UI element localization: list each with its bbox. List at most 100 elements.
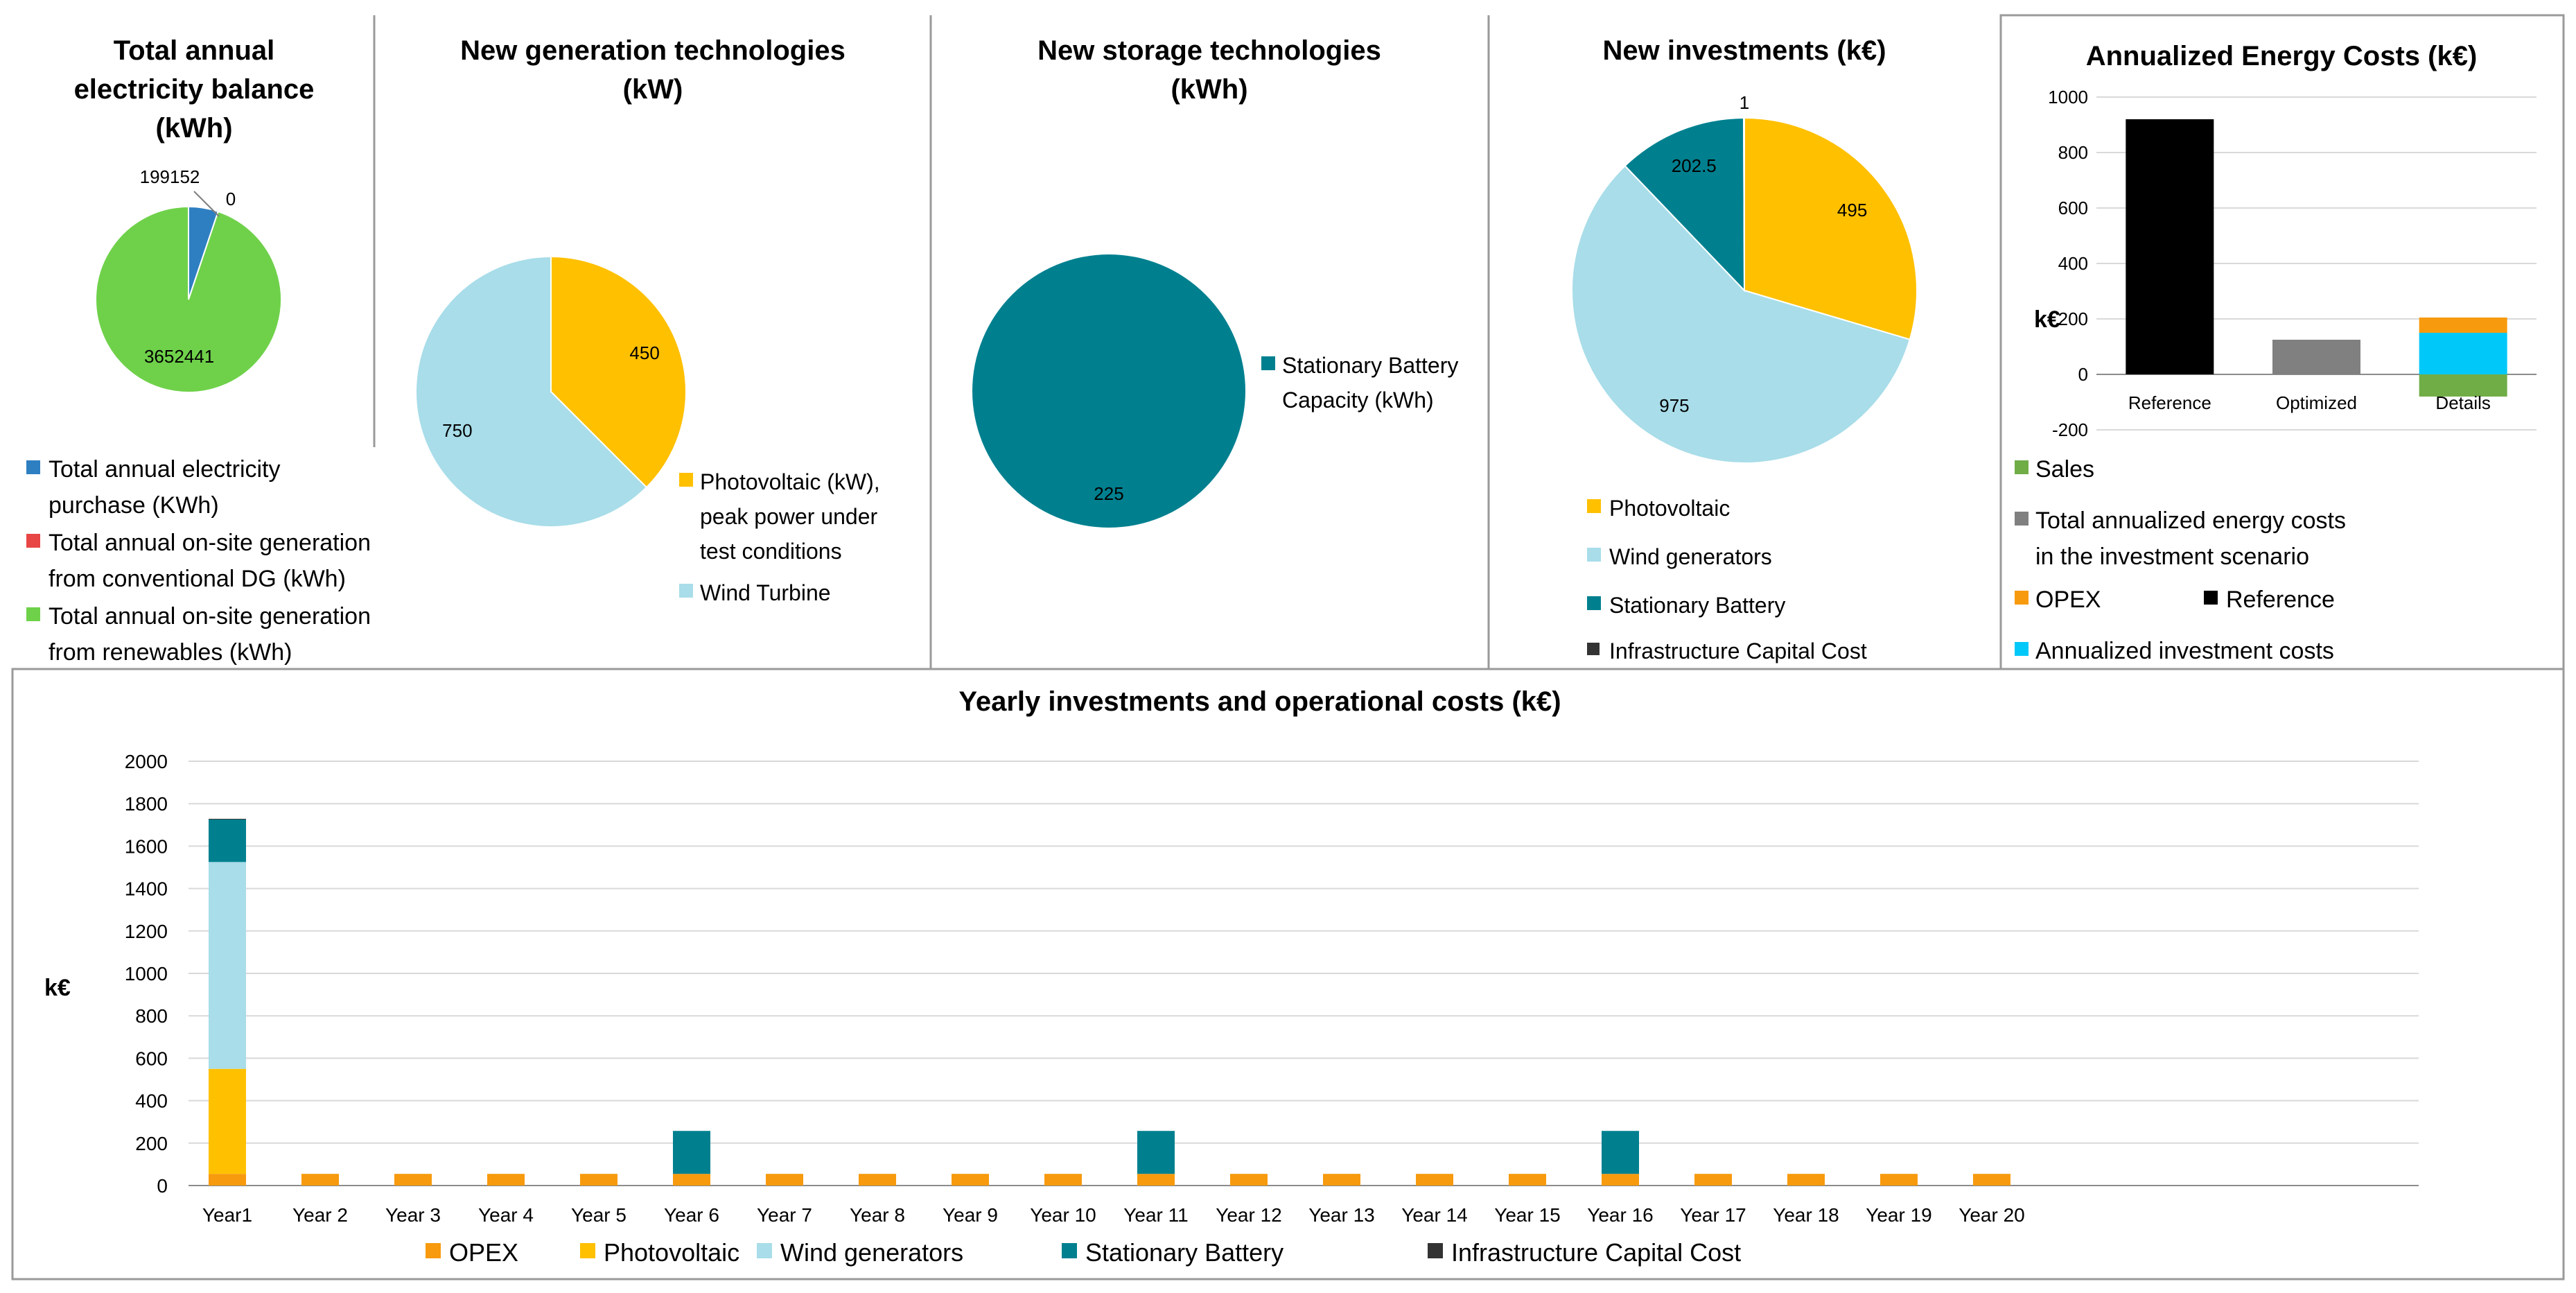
balance-title-line: Total annual bbox=[114, 35, 275, 66]
annualized-y-tick: 200 bbox=[2058, 309, 2088, 329]
annualized-legend-swatch bbox=[2204, 591, 2218, 605]
balance-legend-item: Total annual on-site generation from conv… bbox=[26, 530, 371, 592]
yearly-legend: OPEX Photovoltaic Wind generators Stationar… bbox=[426, 1238, 1741, 1267]
investments-data-label: 1 bbox=[1740, 92, 1749, 113]
investments-slice-stationary-battery bbox=[1624, 116, 1746, 293]
annualized-legend-label: Total annualized energy costs bbox=[2035, 507, 2346, 534]
yearly-x-tick: Year 17 bbox=[1680, 1204, 1746, 1226]
yearly-x-tick: Year 6 bbox=[664, 1204, 719, 1226]
yearly-legend-swatch bbox=[580, 1243, 595, 1258]
yearly-y-tick: 0 bbox=[157, 1175, 168, 1197]
generation-legend: Photovoltaic (kW), peak power under test c… bbox=[679, 469, 880, 605]
yearly-x-tick: Year 9 bbox=[943, 1204, 998, 1226]
investments-legend-item: Wind generators bbox=[1587, 544, 1772, 569]
investments-data-label: 202.5 bbox=[1672, 155, 1717, 176]
investments-legend-item: Photovoltaic bbox=[1587, 496, 1730, 521]
investments-legend-swatch bbox=[1587, 596, 1601, 610]
storage-legend: Stationary Battery Capacity (kWh) bbox=[1261, 353, 1458, 413]
investments-legend-swatch bbox=[1587, 499, 1601, 513]
annualized-bar-chart: -200 0 200 400 600 800 1000 k€ Reference Optimize… bbox=[2034, 87, 2536, 440]
generation-legend-swatch bbox=[679, 473, 693, 487]
investments-legend-label: Photovoltaic bbox=[1609, 496, 1730, 521]
annualized-y-tick: -200 bbox=[2052, 419, 2088, 440]
investments-title: New investments (k€) bbox=[1602, 35, 1886, 66]
generation-legend-item: Wind Turbine bbox=[679, 580, 831, 605]
yearly-x-tick: Year 5 bbox=[571, 1204, 627, 1226]
storage-title-line: New storage technologies bbox=[1037, 35, 1381, 66]
yearly-x-tick: Year1 bbox=[202, 1204, 252, 1226]
generation-data-label: 450 bbox=[629, 342, 659, 363]
yearly-bar-12-opex bbox=[1230, 1174, 1268, 1186]
balance-legend-swatch bbox=[26, 534, 40, 548]
yearly-x-tick: Year 15 bbox=[1494, 1204, 1561, 1226]
annualized-y-tick: 400 bbox=[2058, 253, 2088, 274]
balance-legend-item: Total annual electricity purchase (KWh) bbox=[26, 456, 281, 519]
yearly-x-tick: Year 8 bbox=[850, 1204, 905, 1226]
generation-data-label: 750 bbox=[442, 420, 472, 441]
yearly-legend-item: Photovoltaic bbox=[580, 1238, 739, 1267]
yearly-x-tick: Year 4 bbox=[478, 1204, 534, 1226]
annualized-title: Annualized Energy Costs (k€) bbox=[2086, 41, 2478, 71]
yearly-legend-item: Infrastructure Capital Cost bbox=[1428, 1238, 1741, 1267]
balance-slice-total-annual-on-site-generation-from-renewables-kwh bbox=[95, 205, 282, 393]
storage-pie: 225 bbox=[972, 254, 1245, 528]
annualized-legend-swatch bbox=[2015, 591, 2029, 605]
generation-title: New generation technologies (kW) bbox=[460, 35, 845, 105]
yearly-bar-13-opex bbox=[1323, 1174, 1360, 1186]
annualized-legend-label: in the investment scenario bbox=[2035, 544, 2309, 570]
investments-legend: Photovoltaic Wind generators Stationary Ba… bbox=[1587, 496, 1867, 663]
annualized-y-tick: 800 bbox=[2058, 142, 2088, 163]
balance-legend-label: from conventional DG (kWh) bbox=[49, 566, 346, 592]
yearly-legend-label: Stationary Battery bbox=[1085, 1238, 1283, 1267]
generation-legend-label: peak power under bbox=[700, 504, 878, 529]
yearly-legend-label: Photovoltaic bbox=[604, 1238, 739, 1267]
annualized-legend-label: Annualized investment costs bbox=[2035, 638, 2334, 664]
yearly-bar-18-opex bbox=[1787, 1174, 1825, 1186]
generation-legend-label: Wind Turbine bbox=[700, 580, 831, 605]
yearly-bar-1-wind bbox=[209, 862, 246, 1069]
generation-title-line: (kW) bbox=[623, 74, 683, 105]
generation-legend-label: test conditions bbox=[700, 539, 842, 564]
investments-legend-swatch bbox=[1587, 643, 1600, 655]
annualized-y-tick: 1000 bbox=[2048, 87, 2088, 107]
annualized-legend-item: Total annualized energy costs in the inv… bbox=[2015, 507, 2346, 570]
storage-title-line: (kWh) bbox=[1171, 74, 1247, 105]
annualized-legend-label: Reference bbox=[2226, 587, 2335, 613]
investments-data-label: 975 bbox=[1659, 395, 1689, 416]
investments-legend-label: Infrastructure Capital Cost bbox=[1609, 639, 1867, 663]
annualized-y-tick: 0 bbox=[2078, 364, 2088, 385]
annualized-x-tick: Details bbox=[2435, 392, 2490, 413]
balance-legend-label: from renewables (kWh) bbox=[49, 639, 292, 666]
yearly-y-tick: 2000 bbox=[125, 751, 168, 772]
yearly-y-tick: 1800 bbox=[125, 793, 168, 815]
yearly-x-tick: Year 20 bbox=[1959, 1204, 2025, 1226]
generation-legend-label: Photovoltaic (kW), bbox=[700, 469, 880, 494]
yearly-bar-2-opex bbox=[301, 1174, 339, 1186]
annualized-title-line: Annualized Energy Costs (k€) bbox=[2086, 41, 2478, 71]
balance-title: Total annual electricity balance (kWh) bbox=[74, 35, 315, 144]
annualized-legend-label: OPEX bbox=[2035, 587, 2101, 613]
yearly-x-tick: Year 19 bbox=[1866, 1204, 1932, 1226]
annualized-legend-item: Annualized investment costs bbox=[2015, 638, 2334, 664]
investments-legend-label: Wind generators bbox=[1609, 544, 1772, 569]
storage-title: New storage technologies (kWh) bbox=[1037, 35, 1381, 105]
generation-pie: 450 750 bbox=[415, 255, 687, 528]
yearly-bar-20-opex bbox=[1973, 1174, 2010, 1186]
annualized-bar-details-annualized_investment bbox=[2419, 333, 2507, 374]
annualized-x-tick: Reference bbox=[2128, 392, 2211, 413]
storage-data-label: 225 bbox=[1094, 483, 1123, 504]
yearly-x-tick: Year 18 bbox=[1773, 1204, 1839, 1226]
yearly-bar-9-opex bbox=[952, 1174, 989, 1186]
yearly-bar-1-photovoltaic bbox=[209, 1068, 246, 1174]
yearly-y-tick: 1000 bbox=[125, 963, 168, 984]
balance-legend-swatch bbox=[26, 607, 40, 621]
yearly-bar-17-opex bbox=[1694, 1174, 1732, 1186]
panel-frames bbox=[11, 14, 2565, 1281]
balance-data-label: 0 bbox=[226, 189, 236, 209]
yearly-legend-label: Wind generators bbox=[780, 1238, 963, 1267]
investments-pie: 495 975 202.5 1 bbox=[1571, 92, 1918, 464]
yearly-y-tick: 1400 bbox=[125, 878, 168, 900]
annualized-legend-swatch bbox=[2015, 512, 2029, 526]
investments-legend-swatch bbox=[1587, 548, 1601, 562]
